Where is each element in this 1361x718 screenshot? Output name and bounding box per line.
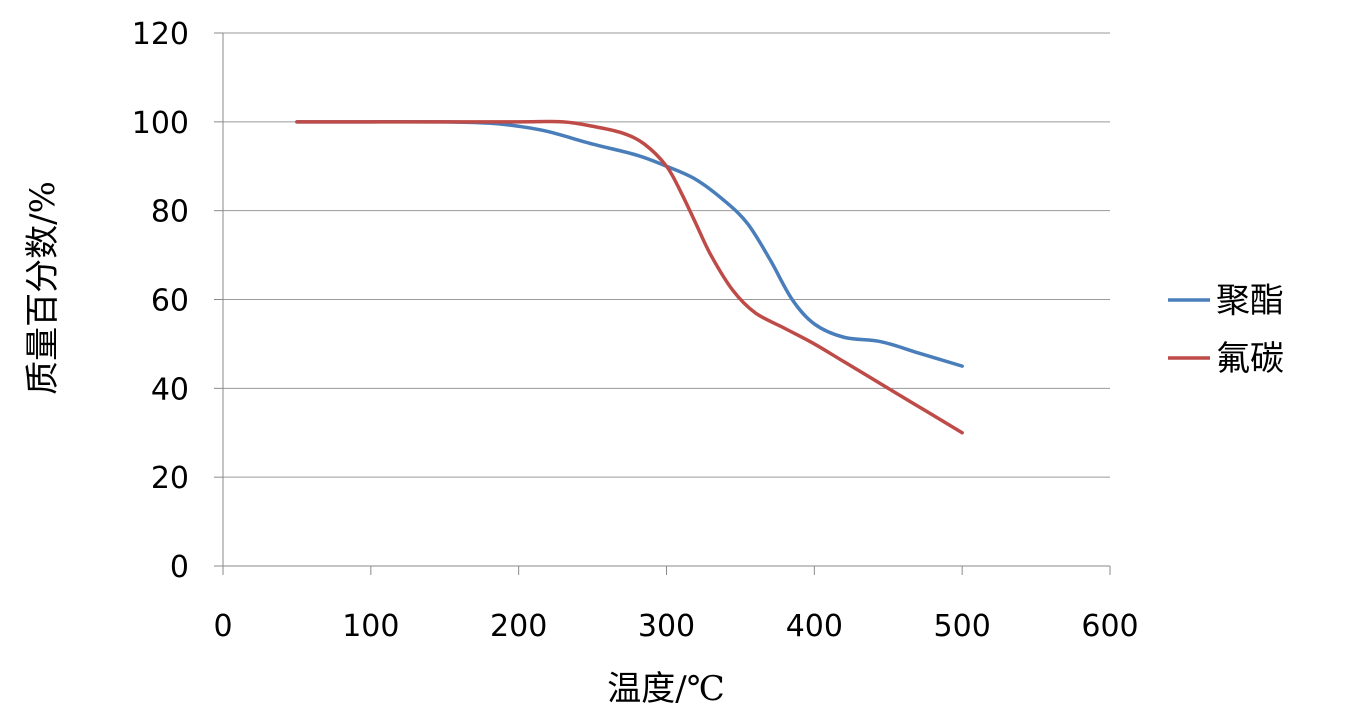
series-lines <box>295 119 964 435</box>
y-tick-label: 0 <box>170 550 189 585</box>
series-line-2 <box>295 119 964 435</box>
y-tick-labels: 0 20 40 60 80 100 120 <box>132 17 189 585</box>
y-tick-label: 20 <box>151 461 189 496</box>
x-tick-label: 500 <box>934 609 991 644</box>
y-tick-label: 100 <box>132 106 189 141</box>
series-line-1 <box>295 119 964 368</box>
y-axis-title: 质量百分数/% <box>23 181 63 395</box>
legend-label-1: 聚酯 <box>1216 281 1284 321</box>
x-tick-label: 600 <box>1081 609 1138 644</box>
x-tick-label: 400 <box>786 609 843 644</box>
y-tick-label: 120 <box>132 17 189 52</box>
x-tick-label: 100 <box>342 609 399 644</box>
legend-label-2: 氟碳 <box>1216 339 1284 379</box>
x-tick-label: 0 <box>213 609 232 644</box>
axes <box>214 32 1111 575</box>
gridlines <box>223 32 1110 478</box>
y-tick-label: 80 <box>151 195 189 230</box>
x-tick-labels: 0 100 200 300 400 500 600 <box>213 609 1138 644</box>
y-tick-label: 40 <box>151 372 189 407</box>
x-tick-label: 200 <box>490 609 547 644</box>
x-axis-title: 温度/℃ <box>607 669 725 709</box>
y-tick-label: 60 <box>151 284 189 319</box>
x-tick-label: 300 <box>638 609 695 644</box>
